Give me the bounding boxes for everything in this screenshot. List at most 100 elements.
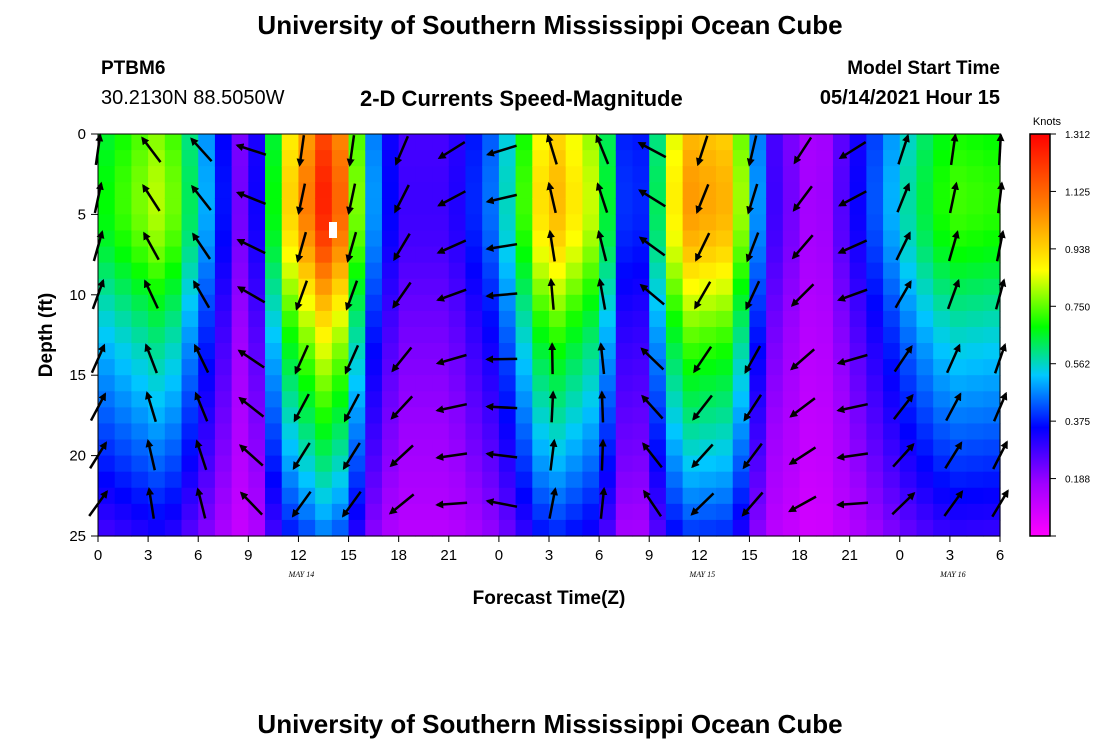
heatmap-cell (682, 455, 700, 473)
heatmap-cell (281, 326, 300, 344)
heatmap-cell (816, 150, 834, 167)
current-vector-arrow (745, 280, 761, 311)
heatmap-cell (164, 407, 183, 425)
heatmap-cell (114, 230, 132, 248)
heatmap-cell (766, 455, 784, 473)
heatmap-cell (515, 343, 533, 360)
heatmap-cell (281, 487, 300, 505)
heatmap-cell (181, 310, 199, 328)
heatmap-cell (649, 310, 667, 328)
heatmap-cell (465, 471, 483, 489)
heatmap-cell (966, 278, 984, 296)
current-vector-arrow (741, 491, 764, 517)
heatmap-cell (98, 391, 116, 408)
heatmap-cell (148, 326, 166, 344)
heatmap-cell (749, 214, 767, 232)
heatmap-cell (899, 455, 918, 473)
heatmap-cell (866, 198, 884, 215)
heatmap-cell (966, 246, 984, 264)
current-vector-arrow (691, 443, 714, 469)
current-vector-arrow (836, 500, 869, 509)
heatmap-cell (866, 455, 884, 473)
heatmap-cell (265, 310, 283, 328)
heatmap-cell (849, 455, 867, 473)
current-vector-arrow (596, 278, 607, 310)
heatmap-cell (883, 150, 901, 167)
heatmap-cell (298, 471, 316, 489)
heatmap-cell (198, 423, 216, 441)
heatmap-cell (432, 519, 450, 537)
heatmap-cell (549, 214, 567, 232)
heatmap-cell (665, 359, 684, 376)
heatmap-cell (448, 326, 467, 344)
heatmap-cell (916, 487, 934, 505)
heatmap-cell (281, 439, 300, 457)
heatmap-cell (214, 198, 233, 215)
heatmap-cell (365, 246, 383, 264)
heatmap-cell (381, 375, 400, 392)
current-vector-arrow (236, 238, 266, 255)
heatmap-cell (832, 503, 851, 521)
heatmap-cell (899, 423, 918, 441)
heatmap-cell (265, 326, 283, 344)
heatmap-cell (699, 294, 717, 312)
heatmap-cell (599, 150, 617, 167)
heatmap-cell (732, 262, 751, 280)
heatmap-cell (348, 166, 366, 183)
heatmap-cell (549, 166, 567, 183)
heatmap-cell (248, 134, 266, 151)
heatmap-cell (482, 423, 500, 441)
heatmap-cell (315, 230, 333, 248)
heatmap-cell (916, 262, 934, 280)
heatmap-cell (164, 294, 183, 312)
heatmap-cell (281, 310, 300, 328)
heatmap-cell (131, 150, 149, 167)
heatmap-cell (866, 278, 884, 296)
heatmap-cell (665, 230, 684, 248)
heatmap-cell (966, 294, 984, 312)
heatmap-cell (849, 439, 867, 457)
heatmap-cell (899, 471, 918, 489)
heatmap-cell (782, 182, 801, 199)
heatmap-cell (482, 326, 500, 344)
heatmap-cell (231, 519, 249, 537)
heatmap-cell (716, 198, 734, 215)
heatmap-cell (532, 471, 550, 489)
heatmap-cell (515, 198, 533, 215)
heatmap-cell (298, 375, 316, 392)
heatmap-cell (799, 487, 817, 505)
heatmap-cell (866, 294, 884, 312)
heatmap-cell (649, 262, 667, 280)
heatmap-cell (565, 326, 583, 344)
heatmap-cell (231, 487, 249, 505)
heatmap-cell (782, 439, 801, 457)
heatmap-cell (582, 391, 600, 408)
heatmap-cell (532, 310, 550, 328)
heatmap-cell (615, 455, 634, 473)
heatmap-cell (899, 503, 918, 521)
heatmap-cell (883, 134, 901, 151)
heatmap-cell (866, 310, 884, 328)
heatmap-cell (933, 343, 951, 360)
current-vector-arrow (948, 181, 959, 214)
heatmap-cell (832, 182, 851, 199)
heatmap-cell (248, 455, 266, 473)
heatmap-cell (716, 310, 734, 328)
heatmap-cell (849, 166, 867, 183)
heatmap-cell (298, 310, 316, 328)
heatmap-cell (866, 439, 884, 457)
heatmap-cell (164, 134, 183, 151)
heatmap-cell (832, 310, 851, 328)
heatmap-cell (549, 519, 567, 537)
heatmap-cell (148, 455, 166, 473)
heatmap-cell (849, 407, 867, 425)
heatmap-cell (98, 150, 116, 167)
heatmap-cell (682, 439, 700, 457)
heatmap-cell (181, 326, 199, 344)
heatmap-cell (265, 439, 283, 457)
heatmap-cell (448, 439, 467, 457)
heatmap-cell (866, 471, 884, 489)
heatmap-cell (916, 230, 934, 248)
heatmap-cell (565, 230, 583, 248)
